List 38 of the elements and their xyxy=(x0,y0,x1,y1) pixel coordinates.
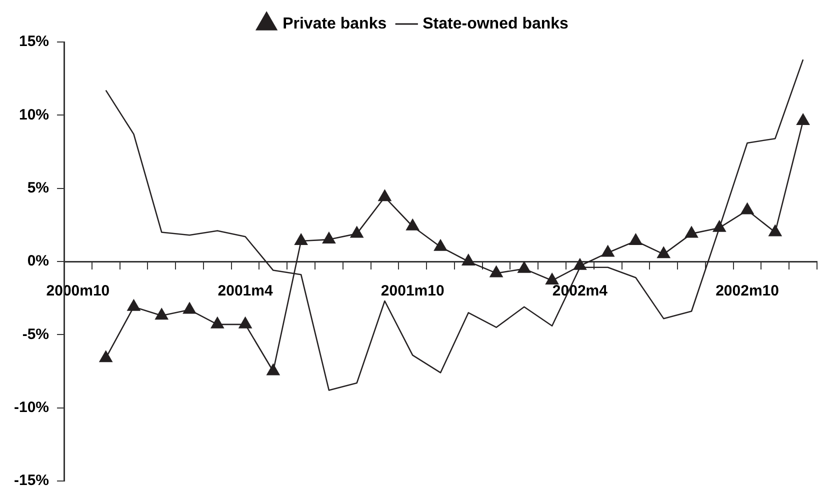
point xyxy=(154,308,169,320)
point xyxy=(712,220,726,232)
y-tick-label: 15% xyxy=(18,33,50,50)
point xyxy=(461,254,476,266)
point xyxy=(684,226,698,238)
point xyxy=(182,302,196,314)
y-tick-label: -15% xyxy=(14,472,50,490)
point xyxy=(378,189,392,202)
point xyxy=(545,272,559,285)
y-tick-label: -10% xyxy=(14,398,50,416)
point xyxy=(656,246,671,258)
point xyxy=(350,226,364,238)
point xyxy=(210,316,224,328)
point xyxy=(126,298,141,311)
point xyxy=(266,363,280,376)
legend-label: State-owned banks xyxy=(422,15,569,32)
point xyxy=(98,350,113,362)
legend-label: Private banks xyxy=(282,15,387,32)
point xyxy=(768,224,782,236)
point xyxy=(238,316,252,328)
point xyxy=(406,218,420,230)
point xyxy=(294,233,308,246)
y-tick-label: 5% xyxy=(27,179,50,196)
point xyxy=(517,260,532,273)
y-tick-label: -5% xyxy=(22,326,50,343)
point xyxy=(740,202,754,214)
point xyxy=(489,265,504,278)
y-tick-label: 10% xyxy=(18,106,50,124)
x-tick-label: 2001m10 xyxy=(380,282,444,300)
point xyxy=(628,233,643,246)
point xyxy=(322,232,336,244)
point xyxy=(600,244,615,257)
x-tick-label: 2002m10 xyxy=(716,282,779,300)
y-tick-label: 0% xyxy=(27,252,50,270)
x-tick-label: 2001m4 xyxy=(218,282,274,300)
point xyxy=(434,238,448,251)
point xyxy=(796,113,810,126)
point xyxy=(573,258,587,270)
